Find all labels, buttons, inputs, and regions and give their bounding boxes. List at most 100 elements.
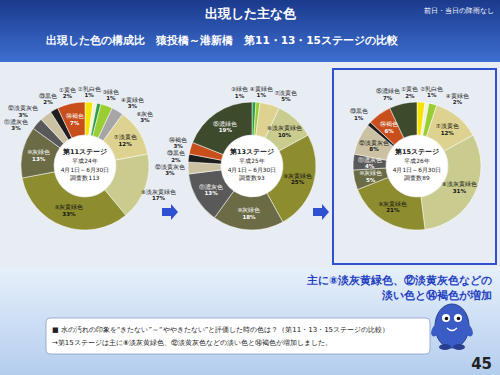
text: ⑬黒色 <box>350 108 368 114</box>
donut-chart <box>21 102 149 230</box>
text: 8% <box>369 146 379 152</box>
text: ⑩灰緑色 <box>359 170 382 176</box>
text: 33% <box>62 211 76 217</box>
text: 4% <box>365 163 375 169</box>
data-label: ⑩灰緑色18% <box>238 207 261 219</box>
data-label: ⑦淡黄色12% <box>114 134 137 146</box>
data-label: ⑩灰緑色13% <box>27 149 50 161</box>
text: 3% <box>165 170 175 176</box>
text: 主に⑧淡灰黄緑色、⑫淡黄灰色などの <box>306 274 492 287</box>
text: 12% <box>119 141 133 147</box>
text: ⑩灰緑色 <box>27 149 50 155</box>
text: ■ 水の汚れの印象を“きたない”～“ややきたない”と評価した時の色は？（第11・… <box>52 326 389 334</box>
text: ④黄緑色 <box>250 86 273 92</box>
chart-band <box>0 62 500 268</box>
text: ②乳白色 <box>78 86 101 92</box>
mascot-mouth <box>447 328 457 331</box>
text: ⑭褐色 <box>169 137 187 143</box>
text: ⑪濃灰色 <box>358 157 382 163</box>
text: 第11ステージ <box>62 148 107 156</box>
data-label: ⑪濃灰色4% <box>358 157 382 169</box>
data-label: ⑬黒色1% <box>350 108 368 120</box>
mascot-pupil <box>457 317 461 321</box>
text: 2% <box>63 93 73 99</box>
slice <box>353 168 388 190</box>
text: 3% <box>11 125 21 131</box>
text: 7% <box>383 95 393 101</box>
text: ⑫淡黄灰色 <box>8 105 38 111</box>
text: 45 <box>471 355 492 373</box>
text: 調査数93 <box>239 174 265 181</box>
data-label: ⑮濃緑色7% <box>376 88 400 100</box>
text: 2% <box>405 93 415 99</box>
text: 17% <box>152 195 166 201</box>
text: 2% <box>171 157 181 163</box>
data-label: ④黄緑色3% <box>121 97 144 109</box>
text: 4月1日～6月30日 <box>228 167 276 173</box>
data-label: ③緑色1% <box>102 89 119 101</box>
text: 出現した主な色 <box>205 6 297 21</box>
text: 13% <box>32 156 46 162</box>
mascot-arm <box>461 322 475 338</box>
text: 10% <box>278 132 292 138</box>
arrow <box>313 204 329 220</box>
text: ⑫淡黄灰色 <box>359 140 389 146</box>
text: 12% <box>441 130 455 136</box>
text: ⑧淡灰黄緑色 <box>442 181 477 187</box>
text: ⑩灰緑色 <box>238 207 261 213</box>
text: 1% <box>106 95 116 101</box>
data-label: ⑨灰黄緑色33% <box>54 204 83 216</box>
text: ⑭褐色 <box>66 113 84 119</box>
text: 淡い色と⑭褐色が増加 <box>381 289 492 301</box>
data-label: ①黄色2% <box>401 86 418 98</box>
data-label: ⑫淡黄灰色3% <box>155 164 185 176</box>
data-label: ⑬黒色2% <box>167 150 185 162</box>
text: 2% <box>453 99 463 105</box>
text: ⑧淡灰黄緑色 <box>141 189 176 195</box>
donut-hole <box>222 136 283 197</box>
text: ①黄色 <box>59 87 76 93</box>
data-label: ⑫淡黄灰色8% <box>359 140 389 152</box>
data-label: ⑩灰緑色5% <box>359 170 382 182</box>
text: 1% <box>85 92 95 98</box>
text: 19% <box>219 127 233 133</box>
text: ⑦淡黄色 <box>274 90 297 96</box>
text: 第13ステージ <box>229 148 274 156</box>
data-label: ③緑色1% <box>231 86 248 98</box>
text: ②乳白色 <box>420 86 443 92</box>
text: 平成24年 <box>72 158 97 164</box>
slice <box>353 154 387 170</box>
text: 7% <box>70 120 80 126</box>
data-label: ②乳白色1% <box>78 86 101 98</box>
data-label: ⑥灰色3% <box>136 111 153 123</box>
text: 3% <box>173 143 183 149</box>
data-label: ④黄緑色1% <box>250 86 273 98</box>
mascot-arm <box>429 322 443 338</box>
data-label: ⑭褐色6% <box>380 121 398 133</box>
mascot-pupil <box>445 317 449 321</box>
data-label: ⑭褐色3% <box>169 137 187 149</box>
text: ④黄緑色 <box>446 93 469 99</box>
text: 平成26年 <box>404 158 429 164</box>
data-label: ④黄緑色2% <box>446 93 469 105</box>
data-label: ⑪濃灰色13% <box>199 184 223 196</box>
note-box <box>46 318 430 354</box>
data-label: ⑦淡黄色5% <box>274 90 297 102</box>
text: 調査数113 <box>70 174 99 181</box>
text: 31% <box>453 188 467 194</box>
text: ⑬黒色 <box>167 150 185 156</box>
donut-hole <box>387 136 448 197</box>
donut-hole <box>55 136 116 197</box>
text: 18% <box>242 214 256 220</box>
data-label: ①黄色2% <box>59 87 76 99</box>
text: ⑨灰黄緑色 <box>283 173 312 179</box>
header-band <box>0 0 500 62</box>
data-label: ⑧淡灰黄緑色31% <box>442 181 477 193</box>
data-label: ⑨灰黄緑色21% <box>378 201 407 213</box>
arrow <box>162 204 178 220</box>
text: 3% <box>140 117 150 123</box>
text: ④黄緑色 <box>121 97 144 103</box>
text: ⑫淡黄灰色 <box>155 164 185 170</box>
data-label: ⑦淡黄色12% <box>436 123 459 135</box>
slide: 出現した主な色出現した色の構成比 猿投橋～港新橋 第11・13・15ステージの比… <box>0 0 500 375</box>
